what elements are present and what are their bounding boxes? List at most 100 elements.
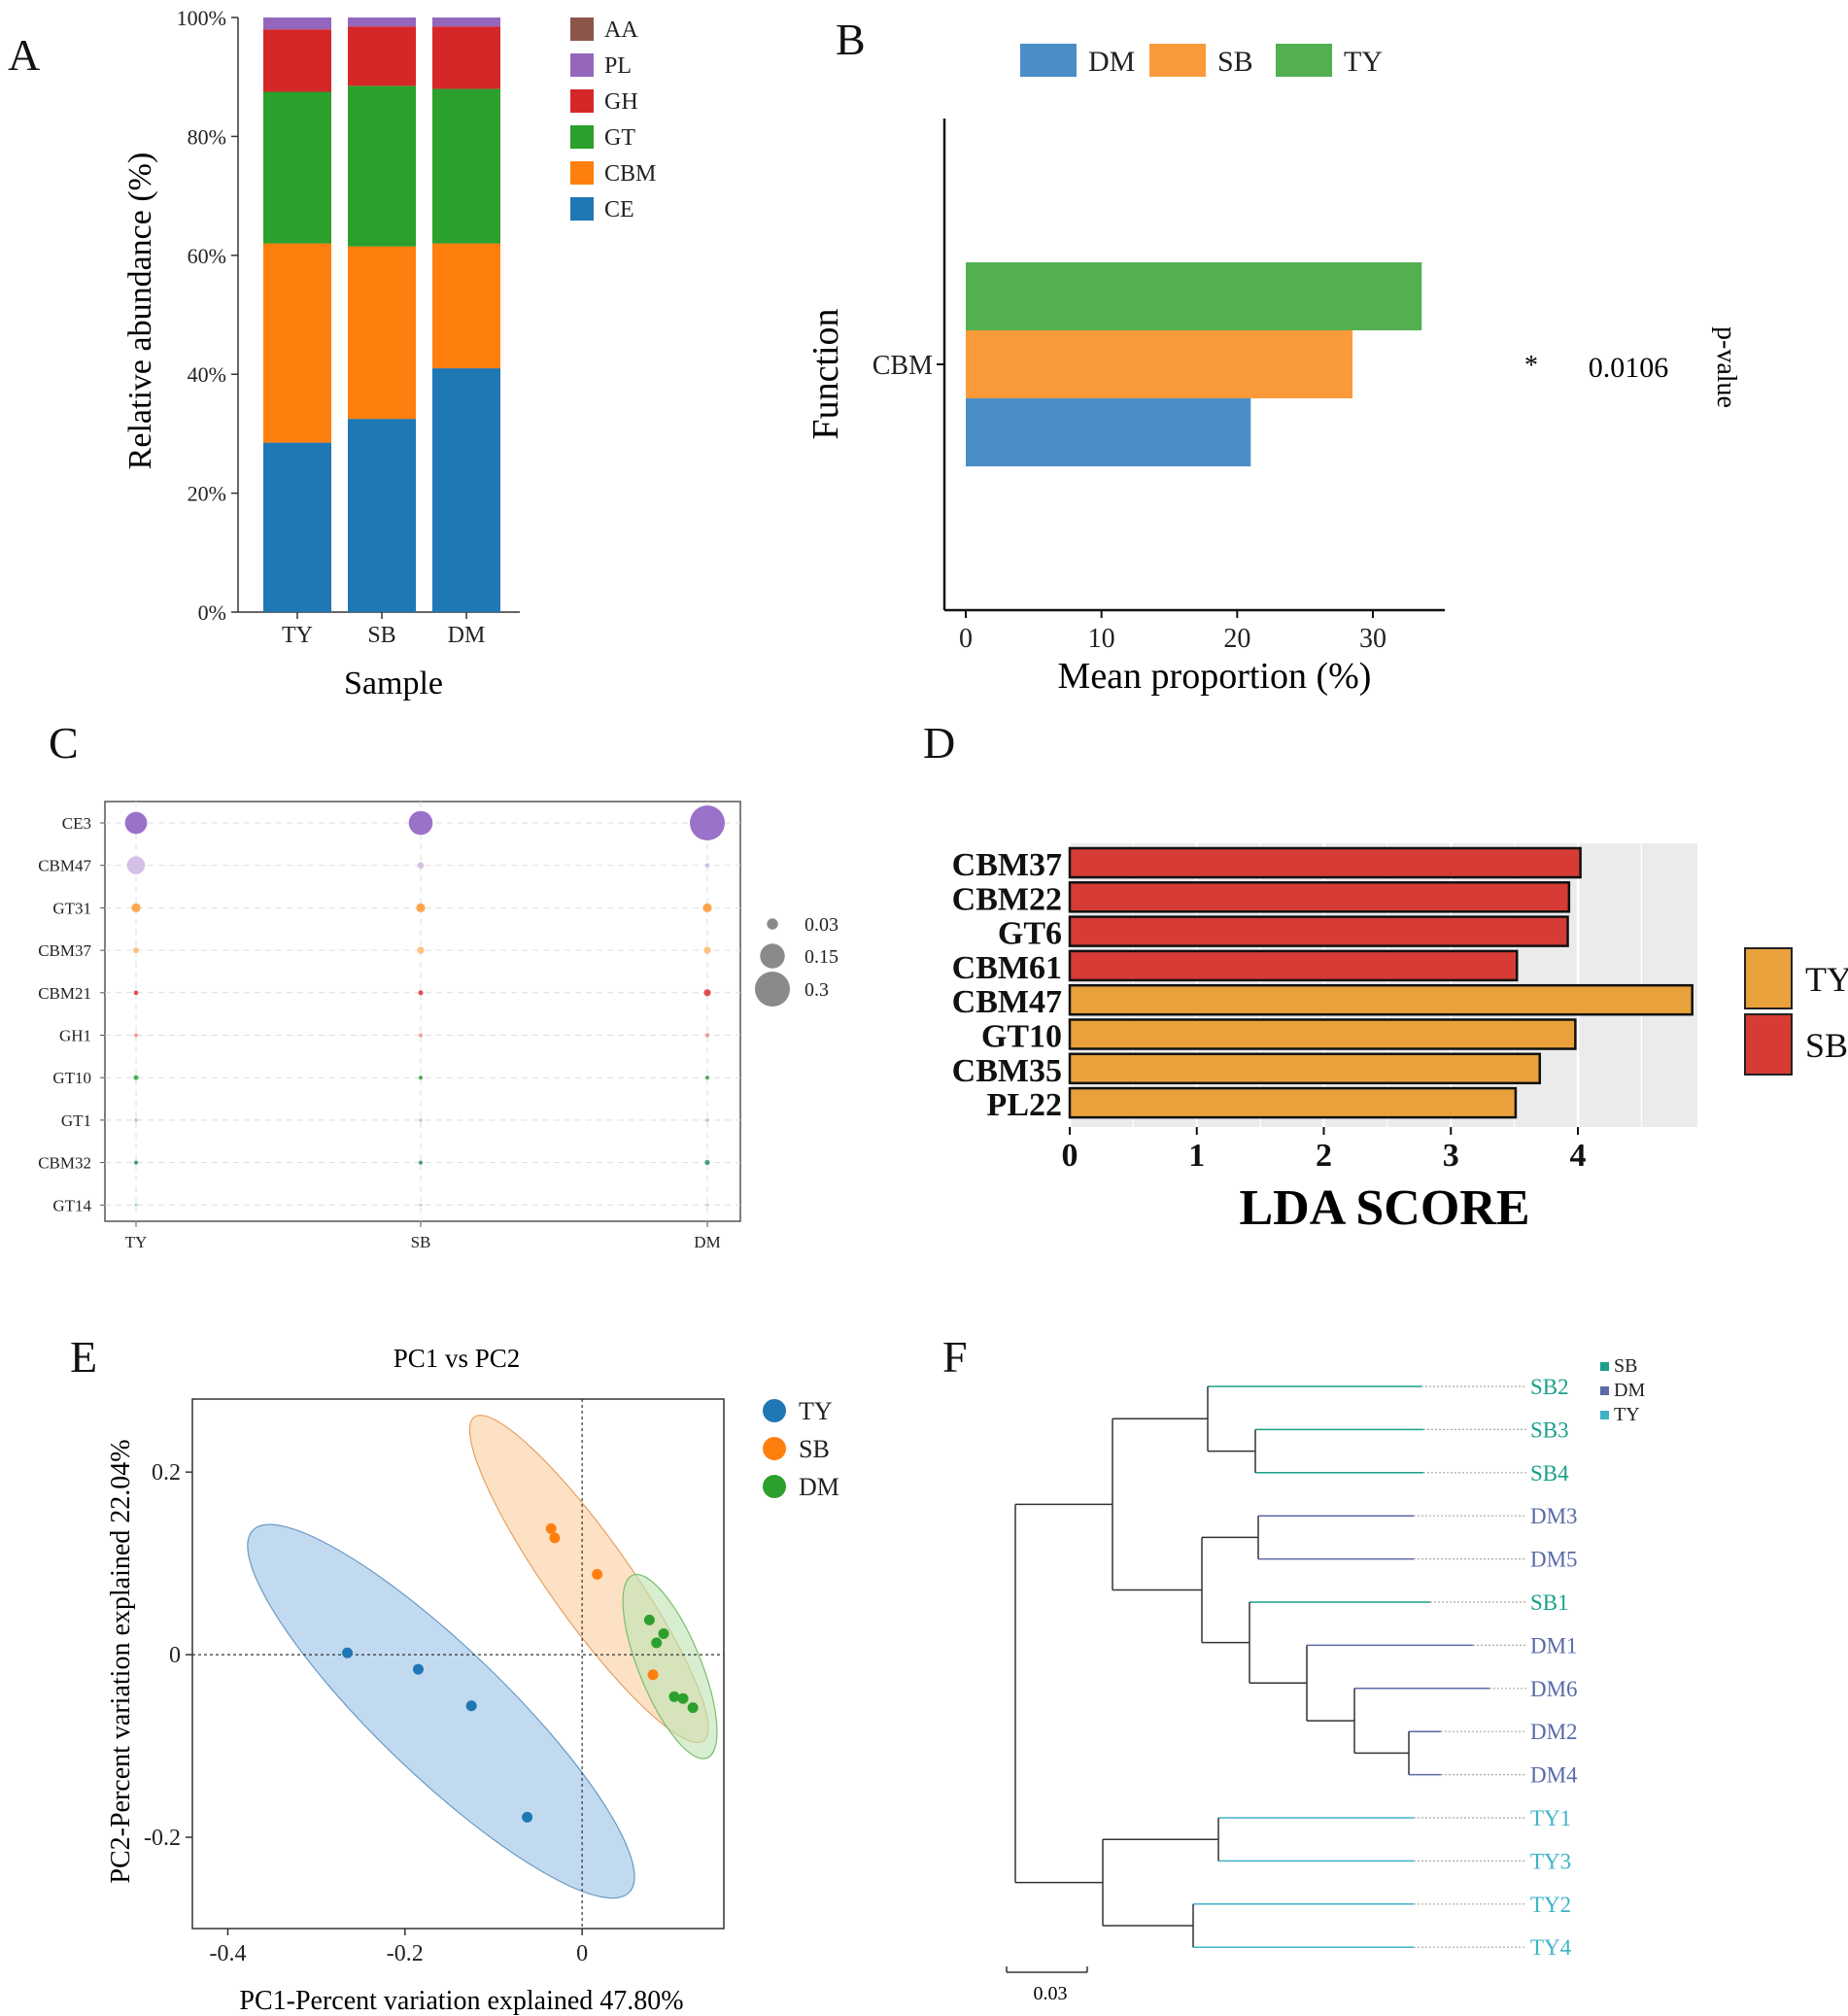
a-bar-segment-gh [263, 29, 331, 92]
a-legend-swatch-aa [570, 17, 594, 41]
a-legend-swatch-ce [570, 197, 594, 221]
panel-b-bar-chart: Function Mean proportion (%) * 0.0106 p-… [805, 44, 1741, 697]
f-legend-label-ty: TY [1614, 1404, 1640, 1425]
a-legend-swatch-gt [570, 125, 594, 149]
f-leaf-label-ty4: TY4 [1530, 1935, 1572, 1960]
d-x-tick-label: 0 [1062, 1138, 1078, 1174]
c-row-label: GT1 [61, 1111, 91, 1130]
c-bubble-cbm37 [703, 946, 711, 954]
a-bar-segment-gh [432, 26, 500, 89]
b-legend-label-dm: DM [1088, 46, 1135, 78]
c-bubble-gt10 [133, 1075, 139, 1080]
c-bubble-ce3 [124, 811, 148, 835]
d-x-tick-label: 4 [1570, 1138, 1587, 1174]
b-significance: * [1524, 351, 1538, 381]
f-leaf-label-dm2: DM2 [1530, 1720, 1578, 1744]
c-bubble-cbm21 [418, 990, 424, 996]
c-bubble-cbm37 [133, 947, 139, 954]
e-y-tick-label: 0 [169, 1643, 181, 1668]
c-bubble-gt14 [419, 1203, 423, 1207]
b-p-value-label: p-value [1711, 326, 1741, 408]
a-bar-segment-pl [348, 17, 416, 27]
c-row-label: CBM32 [38, 1154, 91, 1173]
d-legend-swatch-sb [1744, 1013, 1793, 1076]
c-bubble-ce3 [690, 805, 725, 840]
c-x-label: DM [694, 1233, 720, 1251]
b-x-tick-label: 20 [1223, 624, 1250, 654]
b-bar-sb [966, 330, 1353, 398]
d-bar-cbm47 [1068, 983, 1694, 1016]
e-plot-frame [191, 1398, 725, 1930]
f-leaf-label-dm4: DM4 [1530, 1763, 1578, 1788]
d-legend-swatch-ty [1744, 947, 1793, 1009]
c-bubble-gt1 [705, 1118, 709, 1122]
f-leaf-label-dm5: DM5 [1530, 1548, 1578, 1572]
b-legend-swatch-dm [1020, 44, 1077, 77]
b-xlabel: Mean proportion (%) [1058, 656, 1372, 697]
c-row-label: CBM47 [38, 857, 91, 875]
d-category-label: PL22 [987, 1087, 1062, 1123]
e-point-dm [677, 1692, 689, 1704]
a-bar-segment-pl [432, 17, 500, 27]
c-x-label: TY [125, 1233, 148, 1251]
c-row-label: GH1 [59, 1027, 91, 1045]
d-bar-cbm37 [1068, 846, 1582, 879]
b-legend-swatch-sb [1149, 44, 1206, 77]
c-bubble-cbm47 [704, 863, 710, 869]
panel-label-b: B [836, 15, 866, 64]
a-legend-label-pl: PL [604, 53, 632, 79]
a-legend-label-gt: GT [604, 125, 635, 151]
f-leaf-label-sb1: SB1 [1530, 1590, 1569, 1615]
d-xlabel: LDA SCORE [1239, 1180, 1529, 1236]
e-legend-label-sb: SB [799, 1435, 830, 1463]
c-bubble-gh1 [704, 1033, 710, 1038]
f-legend-label-dm: DM [1614, 1380, 1645, 1401]
c-bubble-cbm21 [133, 990, 139, 996]
c-bubble-gt10 [704, 1076, 710, 1080]
d-category-label: CBM35 [952, 1053, 1062, 1089]
f-leaf-label-dm1: DM1 [1530, 1633, 1578, 1657]
a-y-tick-label: 0% [198, 600, 226, 625]
e-x-tick-label: 0 [576, 1941, 588, 1966]
c-bubble-gh1 [133, 1033, 139, 1038]
e-point-dm [668, 1691, 680, 1702]
d-bar-cbm35 [1068, 1052, 1542, 1085]
f-leaf-label-dm6: DM6 [1530, 1677, 1578, 1701]
c-bubble-cbm47 [417, 862, 425, 869]
e-x-tick-label: -0.4 [209, 1941, 246, 1966]
panel-c-bubble-chart: CE3 CBM47 GT31 CBM37 CBM21 GH1 GT10 GT1 CBM32 GT1… [38, 801, 838, 1251]
panel-label-e: E [70, 1332, 97, 1382]
a-bar-segment-gt [348, 85, 416, 247]
d-category-label: CBM37 [952, 847, 1062, 883]
a-y-tick-label: 100% [177, 6, 226, 30]
c-bubble-cbm32 [704, 1160, 710, 1166]
a-y-tick-label: 20% [188, 482, 226, 506]
e-point-sb [647, 1669, 659, 1681]
d-bar-gt6 [1068, 915, 1569, 947]
e-point-ty [522, 1811, 533, 1823]
c-row-label: CE3 [62, 814, 91, 833]
b-legend-swatch-ty [1276, 44, 1332, 77]
c-plot-frame [104, 801, 741, 1222]
d-legend-label-sb: SB [1805, 1026, 1848, 1065]
panel-label-d: D [923, 718, 955, 768]
d-x-tick-label: 1 [1188, 1138, 1205, 1174]
a-bar-segment-cbm [263, 243, 331, 443]
b-bar-ty [966, 262, 1422, 330]
e-ellipse-ty [247, 1523, 635, 1899]
a-legend-swatch-gh [570, 89, 594, 113]
a-bar-segment-cbm [432, 243, 500, 369]
f-scale-label: 0.03 [1034, 1983, 1068, 2004]
e-point-dm [687, 1702, 699, 1714]
e-point-sb [592, 1568, 603, 1580]
c-size-legend-label: 0.03 [804, 914, 838, 936]
f-leaf-label-dm3: DM3 [1530, 1504, 1578, 1528]
a-x-tick-label: SB [367, 623, 395, 648]
panel-e-pca-scatter: PC1 vs PC2 PC1-Percent variation explain… [106, 1344, 839, 2016]
a-bar-segment-gh [348, 26, 416, 86]
d-bar-cbm61 [1068, 949, 1519, 982]
b-legend-label-sb: SB [1217, 46, 1253, 78]
c-bubble-gt14 [705, 1203, 709, 1207]
b-category-label: CBM [873, 351, 933, 381]
